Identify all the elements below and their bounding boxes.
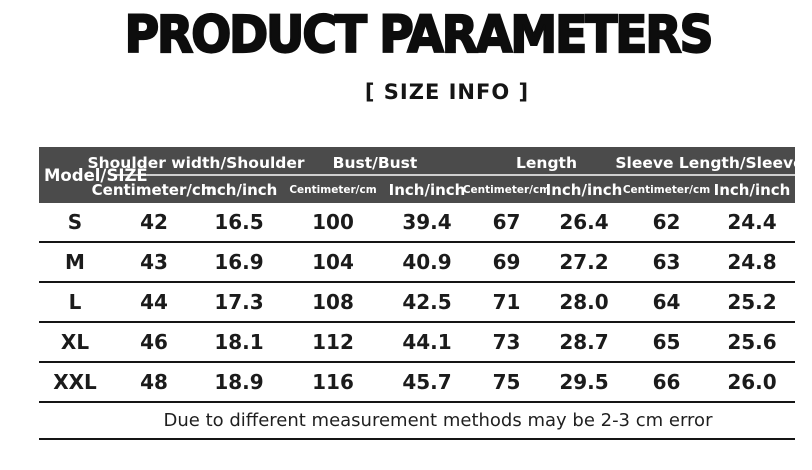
table-cell: 18.1 xyxy=(214,330,264,354)
table-cell: 64 xyxy=(652,290,681,314)
table-cell: 44 xyxy=(140,290,168,314)
table-cell: 48 xyxy=(140,370,168,394)
table-cell: 66 xyxy=(652,370,681,394)
table-cell: 17.3 xyxy=(214,290,264,314)
unit-header-inch: Inch/inch xyxy=(713,180,791,199)
size-label: L xyxy=(68,290,82,314)
table-row: M 43 16.9 104 40.9 69 27.2 63 24.8 xyxy=(39,243,795,283)
table-cell: 62 xyxy=(652,210,681,234)
table-cell: 100 xyxy=(312,210,354,234)
table-cell: 46 xyxy=(140,330,168,354)
table-cell: 28.0 xyxy=(559,290,609,314)
table-cell: 39.4 xyxy=(402,210,452,234)
table-cell: 43 xyxy=(140,250,168,274)
column-group-sleeve: Sleeve Length/Sleeve xyxy=(615,147,804,176)
table-cell: 75 xyxy=(492,370,521,394)
table-cell: 27.2 xyxy=(559,250,609,274)
table-cell: 18.9 xyxy=(214,370,264,394)
model-size-header-cell: Model/SIZE xyxy=(44,165,148,185)
table-cell: 24.4 xyxy=(727,210,777,234)
table-cell: 71 xyxy=(492,290,521,314)
size-label: S xyxy=(67,210,83,234)
column-group-shoulder: Shoulder width/Shoulder xyxy=(87,147,305,176)
size-parameters-table: Model/SIZE Shoulder width/Shoulder Bust/… xyxy=(39,147,804,440)
unit-header-cm: Centimeter/cm xyxy=(289,183,377,196)
table-cell: 28.7 xyxy=(559,330,609,354)
table-cell: 42.5 xyxy=(402,290,452,314)
table-cell: 112 xyxy=(312,330,354,354)
table-cell: 45.7 xyxy=(402,370,452,394)
table-row: XL 46 18.1 112 44.1 73 28.7 65 25.6 xyxy=(39,323,795,363)
table-cell: 16.5 xyxy=(214,210,264,234)
table-cell: 73 xyxy=(492,330,521,354)
table-cell: 16.9 xyxy=(214,250,264,274)
table-cell: 26.4 xyxy=(559,210,609,234)
table-row: XXL 48 18.9 116 45.7 75 29.5 66 26.0 xyxy=(39,363,795,403)
unit-header-inch: Inch/inch xyxy=(200,180,278,199)
table-cell: 63 xyxy=(652,250,681,274)
unit-header-inch: Inch/inch xyxy=(545,180,623,199)
table-cell: 44.1 xyxy=(402,330,452,354)
table-cell: 24.8 xyxy=(727,250,777,274)
table-cell: 65 xyxy=(652,330,681,354)
table-cell: 69 xyxy=(492,250,521,274)
table-cell: 29.5 xyxy=(559,370,609,394)
unit-header-cm: Centimeter/cm xyxy=(622,183,711,196)
table-cell: 42 xyxy=(140,210,168,234)
size-label: XL xyxy=(60,330,90,354)
unit-header-inch: Inch/inch xyxy=(388,180,466,199)
table-cell: 25.6 xyxy=(727,330,777,354)
table-cell: 104 xyxy=(312,250,354,274)
unit-header-cm: Centimeter/cm xyxy=(462,183,551,196)
table-cell: 25.2 xyxy=(727,290,777,314)
table-cell: 108 xyxy=(312,290,354,314)
page-title: PRODUCT PARAMETERS xyxy=(124,5,715,67)
table-header: Model/SIZE Shoulder width/Shoulder Bust/… xyxy=(39,147,804,203)
size-label: XXL xyxy=(53,370,97,394)
column-group-length: Length xyxy=(469,147,624,176)
measurement-note: Due to different measurement methods may… xyxy=(39,403,795,440)
column-group-bust: Bust/Bust xyxy=(281,147,469,176)
table-row: S 42 16.5 100 39.4 67 26.4 62 24.4 xyxy=(39,203,795,243)
table-cell: 116 xyxy=(312,370,354,394)
size-info-subtitle: [ SIZE INFO ] xyxy=(364,80,530,104)
unit-header-cm: Centimeter/cm xyxy=(91,180,217,199)
table-cell: 26.0 xyxy=(727,370,777,394)
table-cell: 67 xyxy=(492,210,521,234)
table-cell: 40.9 xyxy=(402,250,452,274)
size-label: M xyxy=(65,250,85,274)
table-row: L 44 17.3 108 42.5 71 28.0 64 25.2 xyxy=(39,283,795,323)
